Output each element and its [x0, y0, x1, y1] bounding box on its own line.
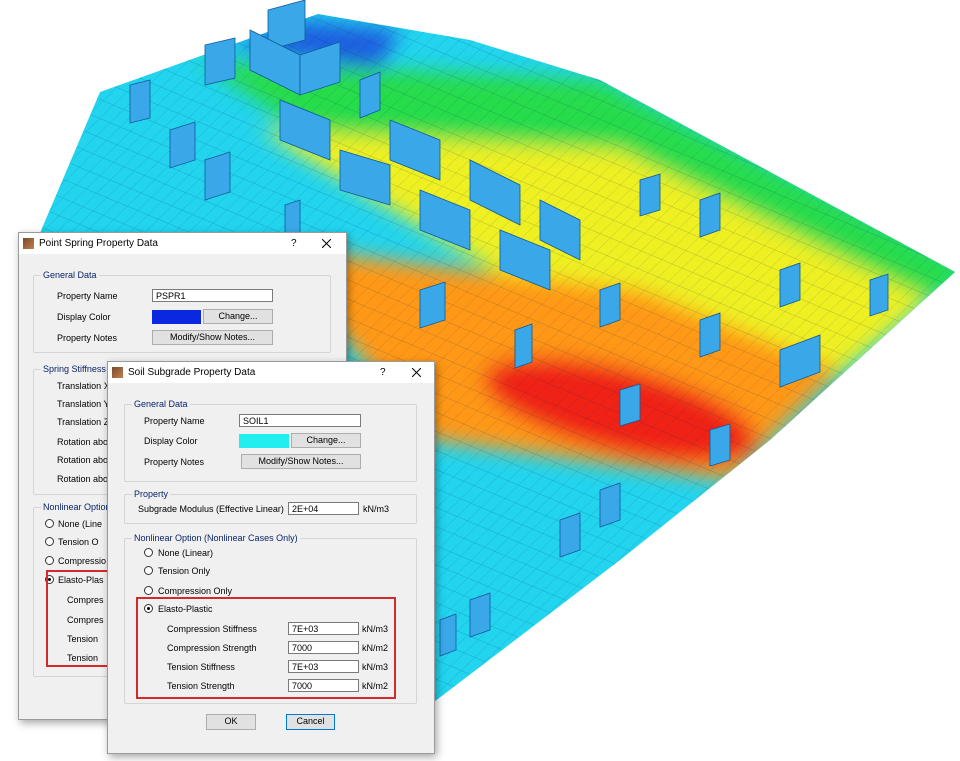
- unit: kN/m2: [362, 681, 389, 691]
- group-heading: General Data: [41, 269, 99, 281]
- label: Property Name: [57, 291, 118, 301]
- label: Rotation about: [57, 455, 116, 465]
- radio[interactable]: [45, 537, 54, 546]
- label: Compression Strength: [167, 643, 257, 653]
- label: Property Notes: [57, 333, 118, 343]
- text-box[interactable]: PSPR1: [152, 289, 273, 302]
- color-swatch[interactable]: [239, 434, 289, 448]
- ok-button[interactable]: OK: [206, 714, 256, 730]
- label: Translation X: [57, 381, 110, 391]
- dialog-title: Soil Subgrade Property Data: [128, 367, 256, 378]
- button[interactable]: Change...: [203, 309, 273, 324]
- text-box[interactable]: 7000: [288, 679, 359, 692]
- label: Tension Stiffness: [167, 662, 235, 672]
- label: Elasto-Plas: [58, 575, 104, 585]
- help-button[interactable]: ?: [380, 367, 386, 378]
- label: Tension: [67, 653, 99, 663]
- close-button[interactable]: [322, 239, 331, 248]
- highlight-box: [136, 597, 396, 699]
- text-box[interactable]: 7000: [288, 641, 359, 654]
- unit: kN/m3: [362, 624, 389, 634]
- label: Tension Strength: [167, 681, 235, 691]
- text-box[interactable]: 2E+04: [288, 502, 359, 515]
- close-button[interactable]: [412, 368, 421, 377]
- walls: [129, 0, 889, 657]
- label: None (Line: [58, 519, 103, 529]
- dialog-title: Point Spring Property Data: [39, 238, 158, 249]
- label: Rotation about: [57, 437, 116, 447]
- label: Rotation about: [57, 474, 116, 484]
- app-icon: [23, 238, 34, 249]
- label: Compres: [67, 595, 104, 605]
- soil-subgrade-dialog: Soil Subgrade Property Data ? General Da…: [107, 361, 435, 754]
- button[interactable]: Modify/Show Notes...: [152, 330, 273, 345]
- label: Tension Only: [158, 566, 211, 576]
- text-box[interactable]: 7E+03: [288, 622, 359, 635]
- unit: kN/m3: [363, 504, 390, 514]
- radio[interactable]: [144, 604, 153, 613]
- unit: kN/m3: [362, 662, 389, 672]
- color-swatch[interactable]: [152, 310, 201, 324]
- label: Elasto-Plastic: [158, 604, 213, 614]
- label: Property Notes: [144, 457, 205, 467]
- help-button[interactable]: ?: [291, 238, 297, 249]
- group-heading: Nonlinear Option: [41, 501, 113, 513]
- cancel-button[interactable]: Cancel: [286, 714, 335, 730]
- unit: kN/m2: [362, 643, 389, 653]
- radio[interactable]: [144, 566, 153, 575]
- radio[interactable]: [144, 548, 153, 557]
- label: Display Color: [57, 312, 111, 322]
- label: Property Name: [144, 416, 205, 426]
- label: Tension: [67, 634, 99, 644]
- label: None (Linear): [158, 548, 214, 558]
- group-heading: Nonlinear Option (Nonlinear Cases Only): [132, 532, 300, 544]
- label: Translation Z: [57, 417, 110, 427]
- group-heading: Property: [132, 488, 171, 500]
- text-box[interactable]: SOIL1: [239, 414, 361, 427]
- label: Subgrade Modulus (Effective Linear): [138, 504, 284, 514]
- button[interactable]: Change...: [291, 433, 361, 448]
- title-bar: [108, 362, 434, 383]
- title-bar: [19, 233, 346, 254]
- label: Compression Only: [158, 586, 233, 596]
- group-heading: General Data: [132, 398, 190, 410]
- radio[interactable]: [45, 519, 54, 528]
- label: Compression Stiffness: [167, 624, 257, 634]
- label: Compressio: [58, 556, 107, 566]
- label: Tension O: [58, 537, 99, 547]
- button[interactable]: Modify/Show Notes...: [241, 454, 361, 469]
- group-heading: Spring Stiffness in: [41, 363, 118, 375]
- group-box: [124, 494, 417, 524]
- label: Display Color: [144, 436, 198, 446]
- app-icon: [112, 367, 123, 378]
- radio[interactable]: [45, 575, 54, 584]
- group-box: [33, 275, 331, 353]
- radio[interactable]: [144, 586, 153, 595]
- group-box: [124, 404, 417, 482]
- radio[interactable]: [45, 556, 54, 565]
- label: Compres: [67, 615, 104, 625]
- label: Translation Y: [57, 399, 110, 409]
- text-box[interactable]: 7E+03: [288, 660, 359, 673]
